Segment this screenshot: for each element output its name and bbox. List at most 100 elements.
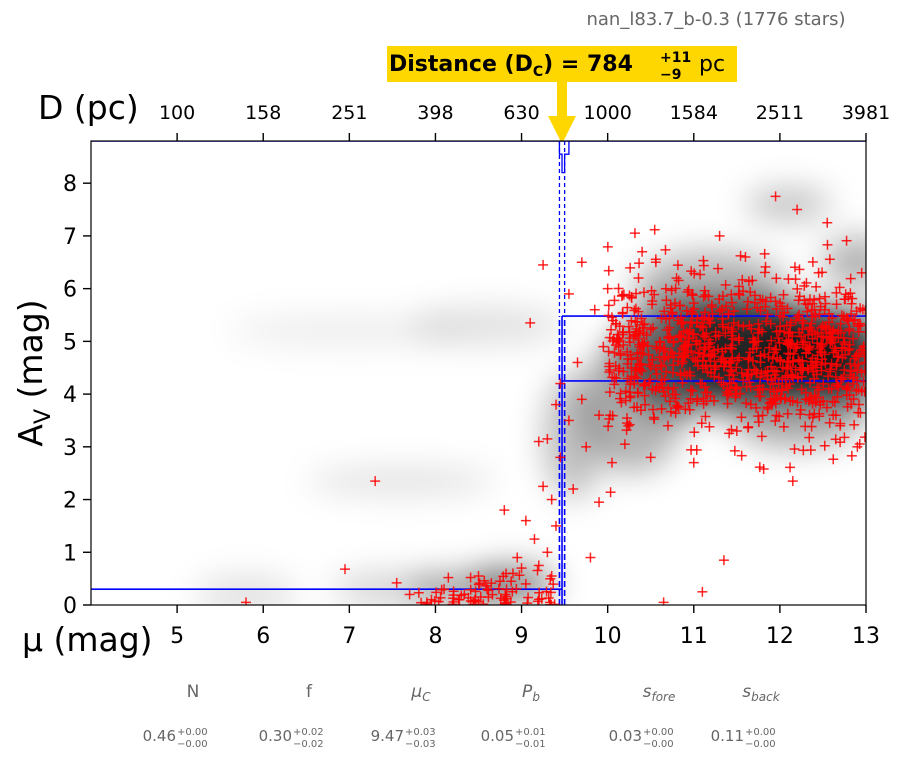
star-marker <box>655 342 666 353</box>
star-marker <box>829 397 840 408</box>
star-marker <box>726 355 737 366</box>
star-marker <box>771 326 782 337</box>
star-marker <box>777 362 788 373</box>
star-marker <box>731 362 742 373</box>
star-markers <box>241 191 866 605</box>
star-marker <box>649 224 660 235</box>
star-marker <box>514 570 525 581</box>
star-marker <box>639 378 650 389</box>
param-name: sback <box>742 682 780 704</box>
star-marker <box>448 586 459 597</box>
star-marker <box>736 450 747 461</box>
star-marker <box>650 254 661 265</box>
star-marker <box>792 283 803 294</box>
star-marker <box>762 309 773 320</box>
star-marker <box>613 283 624 294</box>
star-marker <box>696 418 707 429</box>
param-name: Pb <box>522 682 540 704</box>
star-marker <box>698 349 709 360</box>
star-marker <box>736 412 747 423</box>
star-marker <box>778 421 789 432</box>
param-err-minus: −0.03 <box>405 739 436 750</box>
star-marker <box>532 565 543 576</box>
star-marker <box>776 392 787 403</box>
param-err-minus: −0.01 <box>515 739 546 750</box>
star-marker <box>613 341 624 352</box>
star-marker <box>611 318 622 329</box>
star-marker <box>828 347 839 358</box>
star-marker <box>533 436 544 447</box>
y-tick-label: 8 <box>63 172 77 197</box>
star-marker <box>436 584 447 595</box>
star-marker <box>782 303 793 314</box>
star-marker <box>841 313 852 324</box>
star-marker <box>726 340 737 351</box>
star-marker <box>639 319 650 330</box>
star-marker <box>729 445 740 456</box>
star-marker <box>768 396 779 407</box>
star-marker <box>742 296 753 307</box>
star-marker <box>724 358 735 369</box>
star-marker <box>696 312 707 323</box>
star-marker <box>340 564 351 575</box>
star-marker <box>493 583 504 594</box>
star-marker <box>799 280 810 291</box>
star-marker <box>630 316 641 327</box>
star-marker <box>771 273 782 284</box>
param-err-minus: −0.00 <box>643 739 674 750</box>
star-marker <box>634 360 645 371</box>
star-marker <box>787 476 798 487</box>
star-marker <box>648 404 659 415</box>
star-marker <box>792 397 803 408</box>
star-marker <box>816 331 827 342</box>
star-marker <box>805 356 816 367</box>
star-marker <box>545 587 556 598</box>
star-marker <box>787 370 798 381</box>
distance-err-minus: −9 <box>660 67 681 83</box>
star-marker <box>670 389 681 400</box>
star-marker <box>809 304 820 315</box>
star-marker <box>858 376 866 387</box>
x-tick-label: 5 <box>170 624 184 649</box>
star-marker <box>855 320 866 331</box>
param-name: sfore <box>643 682 676 704</box>
star-marker <box>759 248 770 259</box>
star-marker <box>603 300 614 311</box>
star-marker <box>787 395 798 406</box>
star-marker <box>538 481 549 492</box>
star-marker <box>741 398 752 409</box>
star-marker <box>626 292 637 303</box>
star-marker <box>651 369 662 380</box>
star-marker <box>604 387 615 398</box>
star-marker <box>762 374 773 385</box>
star-marker <box>731 388 742 399</box>
star-marker <box>697 586 708 597</box>
star-marker <box>370 476 381 487</box>
star-marker <box>675 368 686 379</box>
top-tick-label: 630 <box>503 102 539 124</box>
distance-posterior-histogram <box>558 141 570 174</box>
star-marker <box>733 332 744 343</box>
star-marker <box>698 322 709 333</box>
top-axis-label: D (pc) <box>38 88 139 127</box>
star-marker <box>465 572 476 583</box>
star-marker <box>687 329 698 340</box>
star-marker <box>426 594 437 605</box>
star-marker <box>563 288 574 299</box>
star-marker <box>585 552 596 563</box>
star-marker <box>858 345 866 356</box>
star-marker <box>643 349 654 360</box>
star-marker <box>783 274 794 285</box>
star-marker <box>825 327 836 338</box>
star-marker <box>798 445 809 456</box>
star-marker <box>762 403 773 414</box>
star-marker <box>665 346 676 357</box>
star-marker <box>633 273 644 284</box>
star-marker <box>431 587 442 598</box>
distance-box <box>387 46 737 82</box>
star-marker <box>555 452 566 463</box>
field-label: nan_l83.7_b-0.3 (1776 stars) <box>586 9 845 30</box>
star-marker <box>619 439 630 450</box>
star-marker <box>773 333 784 344</box>
star-marker <box>743 276 754 287</box>
